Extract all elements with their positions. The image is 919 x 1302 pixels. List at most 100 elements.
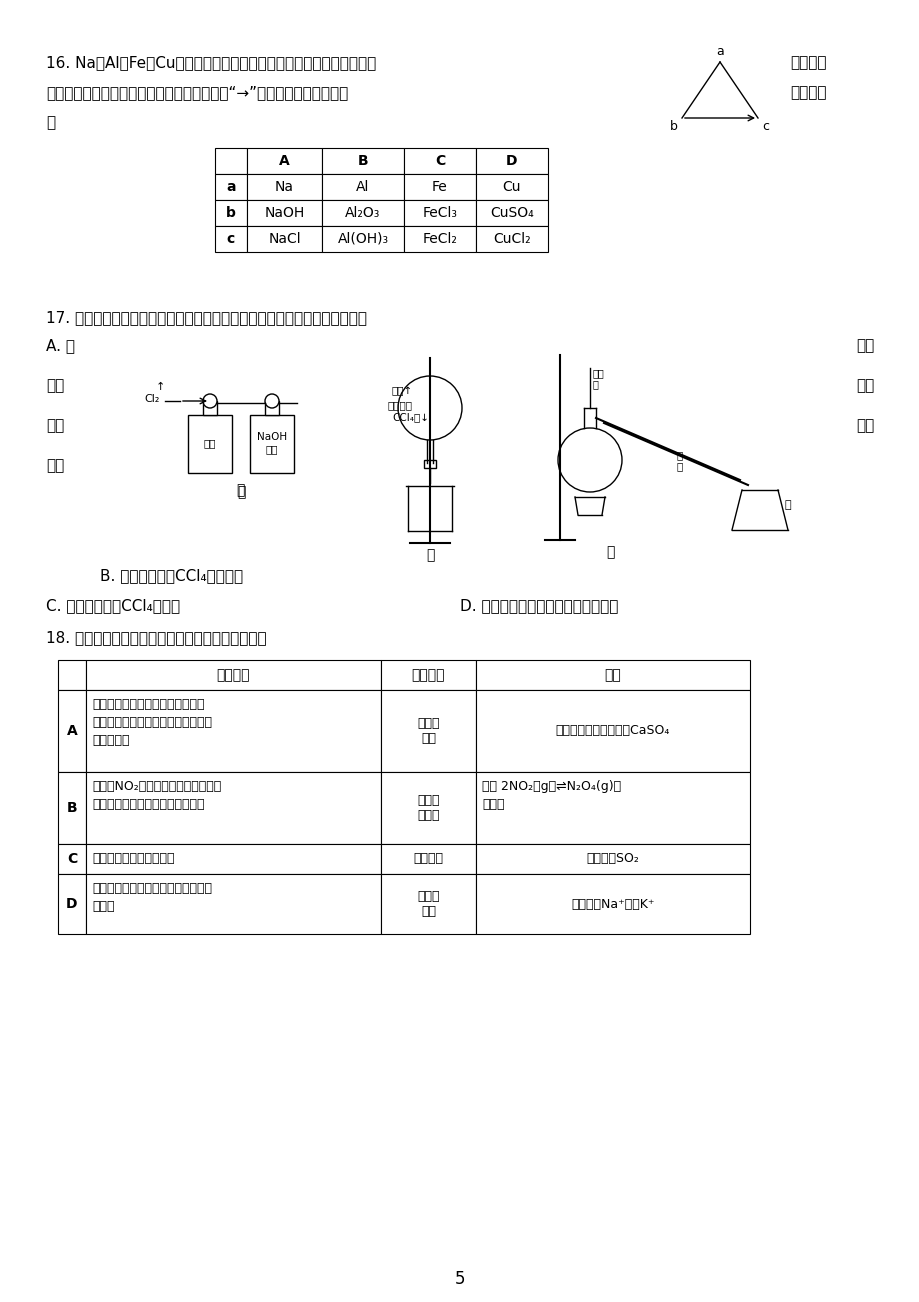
Bar — [85, 874, 380, 934]
Text: 甲氧: 甲氧 — [46, 378, 64, 393]
Bar — [475, 148, 548, 174]
Text: Cu: Cu — [502, 180, 521, 194]
Bar — [403, 148, 475, 174]
Text: Cl₂: Cl₂ — [144, 395, 160, 404]
Bar — [58, 772, 85, 844]
Text: b: b — [669, 120, 677, 133]
Text: 有很多转化关系。下表所列物质不能按如图（“→”表示一步完成）关系相: 有很多转化关系。下表所列物质不能按如图（“→”表示一步完成）关系相 — [46, 85, 348, 100]
Bar — [403, 174, 475, 201]
Text: 该气体是SO₂: 该气体是SO₂ — [586, 853, 639, 866]
Circle shape — [203, 395, 217, 408]
Text: A: A — [66, 724, 77, 738]
Text: 化废: 化废 — [856, 378, 874, 393]
Text: Al₂O₃: Al₂O₃ — [345, 206, 380, 220]
Text: ↑: ↑ — [155, 381, 165, 392]
Bar — [58, 690, 85, 772]
Text: 16. Na、Al、Fe、Cu是中学化学中重要的金属元素。它们的单质及其化: 16. Na、Al、Fe、Cu是中学化学中重要的金属元素。它们的单质及其化 — [46, 55, 376, 70]
Bar — [187, 415, 232, 473]
Text: FeCl₂: FeCl₂ — [422, 232, 457, 246]
Bar — [58, 844, 85, 874]
Text: 用洁净铂丝蕃取溶液置于酒精灯火焚: 用洁净铂丝蕃取溶液置于酒精灯火焚 — [92, 881, 211, 894]
Bar — [58, 660, 85, 690]
Bar — [403, 227, 475, 253]
Text: 实验操作: 实验操作 — [217, 668, 250, 682]
Circle shape — [265, 395, 278, 408]
Text: c: c — [761, 120, 768, 133]
Bar — [322, 148, 403, 174]
Text: Na: Na — [275, 180, 294, 194]
Bar — [215, 174, 246, 201]
Text: 废液: 废液 — [203, 437, 216, 448]
Bar — [215, 148, 246, 174]
Bar — [424, 460, 436, 467]
Bar — [85, 690, 380, 772]
Text: 废
液: 废 液 — [676, 450, 683, 471]
Text: c: c — [227, 232, 235, 246]
Bar — [322, 174, 403, 201]
Text: 18. 下列化学实验操作、现象及所得结论均正确的是: 18. 下列化学实验操作、现象及所得结论均正确的是 — [46, 630, 267, 644]
Text: 含有溴的: 含有溴的 — [388, 400, 413, 410]
Bar — [215, 227, 246, 253]
Text: C: C — [67, 852, 77, 866]
Text: 某充满NO₂的密闭容器，待反应平衡: 某充满NO₂的密闭容器，待反应平衡 — [92, 780, 221, 793]
Text: CCl₄层↓: CCl₄层↓ — [391, 411, 428, 422]
Text: 气体颜
色变浅: 气体颜 色变浅 — [417, 794, 439, 822]
Circle shape — [558, 428, 621, 492]
Text: 装置: 装置 — [856, 339, 874, 353]
Text: FeCl₃: FeCl₃ — [422, 206, 457, 220]
Bar — [58, 874, 85, 934]
Text: 乙: 乙 — [425, 548, 434, 562]
Bar — [85, 772, 380, 844]
Text: 上灼烧: 上灼烧 — [92, 900, 114, 913]
Text: NaOH: NaOH — [264, 206, 304, 220]
Text: B: B — [66, 801, 77, 815]
Text: 平衡 2NO₂（g）⇌N₂O₄(g)正: 平衡 2NO₂（g）⇌N₂O₄(g)正 — [482, 780, 620, 793]
Text: 丙: 丙 — [605, 546, 614, 559]
Text: 温度
计: 温度 计 — [593, 368, 604, 389]
Bar — [380, 874, 475, 934]
Text: 火焰呈
黄色: 火焰呈 黄色 — [417, 891, 439, 918]
Text: NaOH
溶液: NaOH 溶液 — [256, 432, 287, 454]
Bar — [475, 844, 749, 874]
Text: b: b — [226, 206, 235, 220]
Text: 17. 实验室从含渴化氢的废液中提取渴单质，下列说法中能达到实验目的的是: 17. 实验室从含渴化氢的废液中提取渴单质，下列说法中能达到实验目的的是 — [46, 310, 367, 326]
Text: 溶液褪色: 溶液褪色 — [413, 853, 443, 866]
Bar — [475, 201, 548, 227]
Text: 后，保持温度不变，扩大容器体积: 后，保持温度不变，扩大容器体积 — [92, 798, 204, 811]
Bar — [380, 772, 475, 844]
Bar — [380, 844, 475, 874]
Text: A: A — [278, 154, 289, 168]
Bar — [85, 660, 380, 690]
Text: B. 用装置乙分离CCl₄层和水层: B. 用装置乙分离CCl₄层和水层 — [100, 568, 243, 583]
Text: A. 用: A. 用 — [46, 339, 75, 353]
Text: Al(OH)₃: Al(OH)₃ — [337, 232, 388, 246]
Bar — [250, 415, 294, 473]
Bar — [246, 148, 322, 174]
Bar — [203, 401, 217, 415]
Text: 是: 是 — [46, 115, 55, 130]
Bar — [265, 401, 278, 415]
Text: 水层↑: 水层↑ — [391, 385, 413, 396]
Bar — [403, 201, 475, 227]
Circle shape — [398, 376, 461, 440]
Bar — [475, 174, 548, 201]
Text: 有气泡
产生: 有气泡 产生 — [417, 717, 439, 745]
Text: 加入稀盐酸: 加入稀盐酸 — [92, 734, 130, 747]
Text: B: B — [357, 154, 368, 168]
Bar — [246, 201, 322, 227]
Text: 结论: 结论 — [604, 668, 620, 682]
Text: 甲: 甲 — [236, 486, 245, 499]
Text: 可除去锅炉沉积物中的CaSO₄: 可除去锅炉沉积物中的CaSO₄ — [555, 724, 669, 737]
Bar — [475, 660, 749, 690]
Text: 甲: 甲 — [235, 483, 244, 497]
Bar — [475, 874, 749, 934]
Text: D. 用带橡皮塞的试剂瓶长期贯存液渴: D. 用带橡皮塞的试剂瓶长期贯存液渴 — [460, 598, 618, 613]
Bar — [322, 227, 403, 253]
Bar — [475, 227, 548, 253]
Text: 合物之间: 合物之间 — [789, 55, 825, 70]
Bar — [475, 690, 749, 772]
Text: 5: 5 — [454, 1269, 465, 1288]
Text: Fe: Fe — [432, 180, 448, 194]
Text: CuCl₂: CuCl₂ — [493, 232, 530, 246]
Text: D: D — [505, 154, 517, 168]
